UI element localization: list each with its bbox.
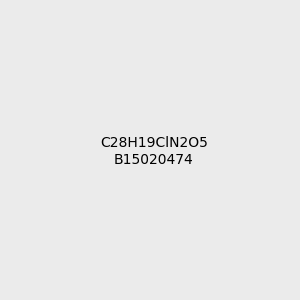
Text: C28H19ClN2O5
B15020474: C28H19ClN2O5 B15020474 [100,136,208,166]
